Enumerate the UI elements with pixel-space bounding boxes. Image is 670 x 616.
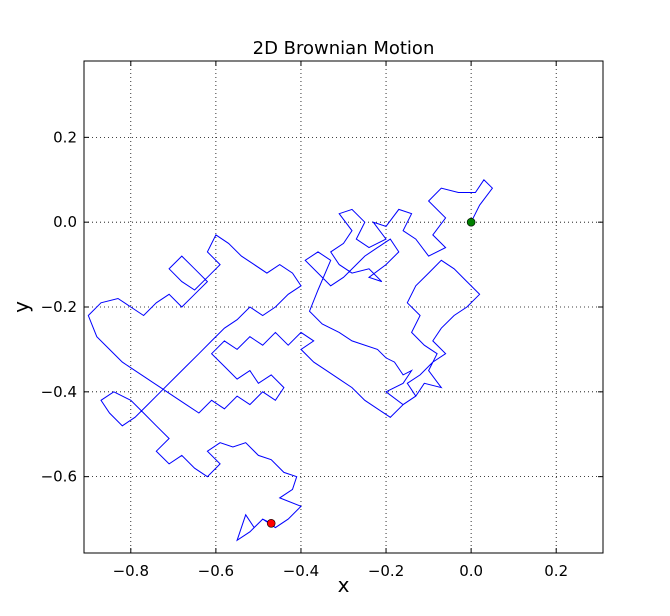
- end-marker: [266, 519, 276, 528]
- start-marker: [466, 217, 476, 227]
- y-tick-label: −0.4: [41, 383, 77, 401]
- y-tick-label: −0.2: [41, 298, 77, 316]
- x-axis-title: x: [338, 573, 350, 597]
- x-tick-label: 0.0: [459, 562, 483, 580]
- x-tick-label: 0.2: [544, 562, 568, 580]
- y-tick-label: −0.6: [41, 468, 77, 486]
- y-tick-label: 0.2: [53, 128, 77, 146]
- grid-lines: [84, 61, 603, 553]
- marker-layer: [266, 217, 476, 528]
- axis-ticks: −0.8 −0.6 −0.4 −0.2 0.0 0.2 −0.6 −0.4 −0.2 0.0 0.2: [41, 61, 603, 580]
- chart-title: 2D Brownian Motion: [253, 38, 435, 59]
- series-layer: [87, 179, 494, 542]
- x-tick-label: −0.6: [198, 562, 234, 580]
- y-tick-label: 0.0: [53, 213, 77, 231]
- plot-area: [84, 61, 603, 553]
- x-tick-label: −0.4: [283, 562, 319, 580]
- x-tick-label: −0.8: [113, 562, 149, 580]
- x-tick-label: −0.2: [368, 562, 404, 580]
- y-axis-title: y: [9, 301, 33, 313]
- series-line: [87, 179, 494, 542]
